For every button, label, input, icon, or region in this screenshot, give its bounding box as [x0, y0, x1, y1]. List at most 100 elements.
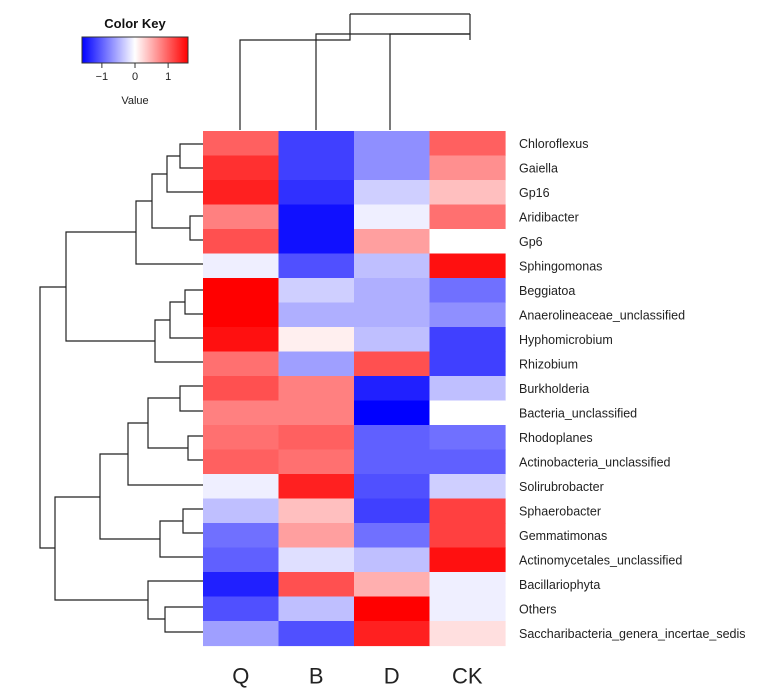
heatmap-cell-Sphingomonas-CK: [429, 253, 506, 279]
row-label: Chloroflexus: [519, 137, 588, 151]
heatmap-cell-Bacillariophyta-D: [354, 572, 431, 598]
row-label: Actinomycetales_unclassified: [519, 553, 682, 567]
row-label: Gaiella: [519, 161, 558, 175]
row-label: Aridibacter: [519, 210, 579, 224]
heatmap-cells: [203, 131, 506, 647]
heatmap-cell-Bacillariophyta-Q: [203, 572, 280, 598]
heatmap-cell-Gemmatimonas-Q: [203, 523, 280, 549]
heatmap-cell-Burkholderia-CK: [429, 376, 506, 402]
color-key-gradient: [81, 36, 189, 64]
color-key-tick-label: 0: [132, 71, 138, 83]
heatmap-cell-Gaiella-CK: [429, 155, 506, 181]
heatmap-cell-Chloroflexus-Q: [203, 131, 280, 157]
heatmap-cell-Aridibacter-CK: [429, 204, 506, 230]
heatmap-cell-Gemmatimonas-D: [354, 523, 431, 549]
row-label: Bacillariophyta: [519, 578, 600, 592]
heatmap-cell-Gp6-CK: [429, 229, 506, 255]
row-label: Rhodoplanes: [519, 431, 593, 445]
heatmap-cell-Sphingomonas-Q: [203, 253, 280, 279]
heatmap-cell-Actinomycetales_unclassified-B: [278, 547, 355, 573]
heatmap-cell-Bacillariophyta-CK: [429, 572, 506, 598]
row-label: Sphaerobacter: [519, 504, 601, 518]
heatmap-cell-Others-Q: [203, 596, 280, 622]
heatmap-cell-Gp16-D: [354, 180, 431, 206]
heatmap-cell-Beggiatoa-D: [354, 278, 431, 304]
heatmap-cell-Gp16-CK: [429, 180, 506, 206]
heatmap-cell-Actinobacteria_unclassified-Q: [203, 449, 280, 475]
column-label: D: [384, 664, 400, 689]
heatmap-cell-Saccharibacteria_genera_incertae_sedis-B: [278, 621, 355, 647]
heatmap-cell-Sphaerobacter-D: [354, 498, 431, 524]
color-key-title: Color Key: [104, 16, 166, 31]
row-label: Anaerolineaceae_unclassified: [519, 308, 685, 322]
row-labels: Chloroflexus Gaiella Gp16 Aridibacter Gp6 Sph…: [519, 137, 746, 641]
heatmap-cell-Burkholderia-D: [354, 376, 431, 402]
row-label: Gp16: [519, 186, 550, 200]
row-label: Hyphomicrobium: [519, 333, 613, 347]
heatmap-cell-Sphaerobacter-CK: [429, 498, 506, 524]
heatmap-cell-Burkholderia-B: [278, 376, 355, 402]
row-label: Beggiatoa: [519, 284, 575, 298]
heatmap-cell-Sphingomonas-B: [278, 253, 355, 279]
heatmap-cell-Bacteria_unclassified-B: [278, 400, 355, 426]
heatmap-cell-Beggiatoa-Q: [203, 278, 280, 304]
color-key-label: Value: [121, 95, 148, 107]
heatmap-cell-Saccharibacteria_genera_incertae_sedis-CK: [429, 621, 506, 647]
heatmap-cell-Bacteria_unclassified-D: [354, 400, 431, 426]
heatmap-cell-Solirubrobacter-D: [354, 474, 431, 500]
heatmap-cell-Actinobacteria_unclassified-B: [278, 449, 355, 475]
heatmap-cell-Rhodoplanes-CK: [429, 425, 506, 451]
heatmap-cell-Gp6-B: [278, 229, 355, 255]
heatmap-cell-Solirubrobacter-CK: [429, 474, 506, 500]
row-label: Bacteria_unclassified: [519, 406, 637, 420]
row-label: Gp6: [519, 235, 543, 249]
heatmap-cell-Aridibacter-D: [354, 204, 431, 230]
heatmap-cell-Chloroflexus-CK: [429, 131, 506, 157]
heatmap-cell-Actinomycetales_unclassified-CK: [429, 547, 506, 573]
heatmap-cell-Gp6-D: [354, 229, 431, 255]
row-label: Burkholderia: [519, 382, 589, 396]
heatmap-cell-Actinobacteria_unclassified-D: [354, 449, 431, 475]
row-label: Rhizobium: [519, 357, 578, 371]
heatmap-cell-Sphaerobacter-B: [278, 498, 355, 524]
heatmap-cell-Actinomycetales_unclassified-D: [354, 547, 431, 573]
heatmap-cell-Rhodoplanes-B: [278, 425, 355, 451]
heatmap-cell-Others-CK: [429, 596, 506, 622]
row-label: Saccharibacteria_genera_incertae_sedis: [519, 627, 746, 641]
heatmap-cell-Rhodoplanes-D: [354, 425, 431, 451]
heatmap-cell-Rhizobium-D: [354, 351, 431, 377]
heatmap-cell-Gemmatimonas-B: [278, 523, 355, 549]
heatmap-cell-Actinobacteria_unclassified-CK: [429, 449, 506, 475]
heatmap-cell-Gaiella-D: [354, 155, 431, 181]
heatmap-cell-Hyphomicrobium-CK: [429, 327, 506, 353]
heatmap-cell-Anaerolineaceae_unclassified-CK: [429, 302, 506, 328]
heatmap-cell-Rhizobium-B: [278, 351, 355, 377]
heatmap-cell-Bacteria_unclassified-CK: [429, 400, 506, 426]
color-key: Color Key −1 0 1 Value: [81, 16, 189, 107]
heatmap-cell-Others-D: [354, 596, 431, 622]
column-label: CK: [452, 664, 483, 689]
column-labels: Q B D CK: [232, 664, 483, 689]
heatmap-cell-Saccharibacteria_genera_incertae_sedis-Q: [203, 621, 280, 647]
heatmap-cell-Anaerolineaceae_unclassified-Q: [203, 302, 280, 328]
heatmap-cell-Anaerolineaceae_unclassified-B: [278, 302, 355, 328]
heatmap-cell-Solirubrobacter-B: [278, 474, 355, 500]
row-label: Gemmatimonas: [519, 529, 607, 543]
heatmap-cell-Anaerolineaceae_unclassified-D: [354, 302, 431, 328]
column-dendrogram: [239, 13, 471, 130]
heatmap-cell-Others-B: [278, 596, 355, 622]
row-label: Others: [519, 602, 557, 616]
heatmap-cell-Beggiatoa-CK: [429, 278, 506, 304]
heatmap-cell-Gp16-B: [278, 180, 355, 206]
heatmap-cell-Gaiella-Q: [203, 155, 280, 181]
color-key-ticks: −1 0 1: [96, 63, 171, 83]
heatmap-cell-Aridibacter-B: [278, 204, 355, 230]
row-dendrogram: [39, 143, 203, 633]
heatmap-cell-Bacillariophyta-B: [278, 572, 355, 598]
heatmap-cell-Aridibacter-Q: [203, 204, 280, 230]
heatmap-cell-Rhizobium-Q: [203, 351, 280, 377]
heatmap-cell-Actinomycetales_unclassified-Q: [203, 547, 280, 573]
heatmap-cell-Sphaerobacter-Q: [203, 498, 280, 524]
heatmap-cell-Bacteria_unclassified-Q: [203, 400, 280, 426]
